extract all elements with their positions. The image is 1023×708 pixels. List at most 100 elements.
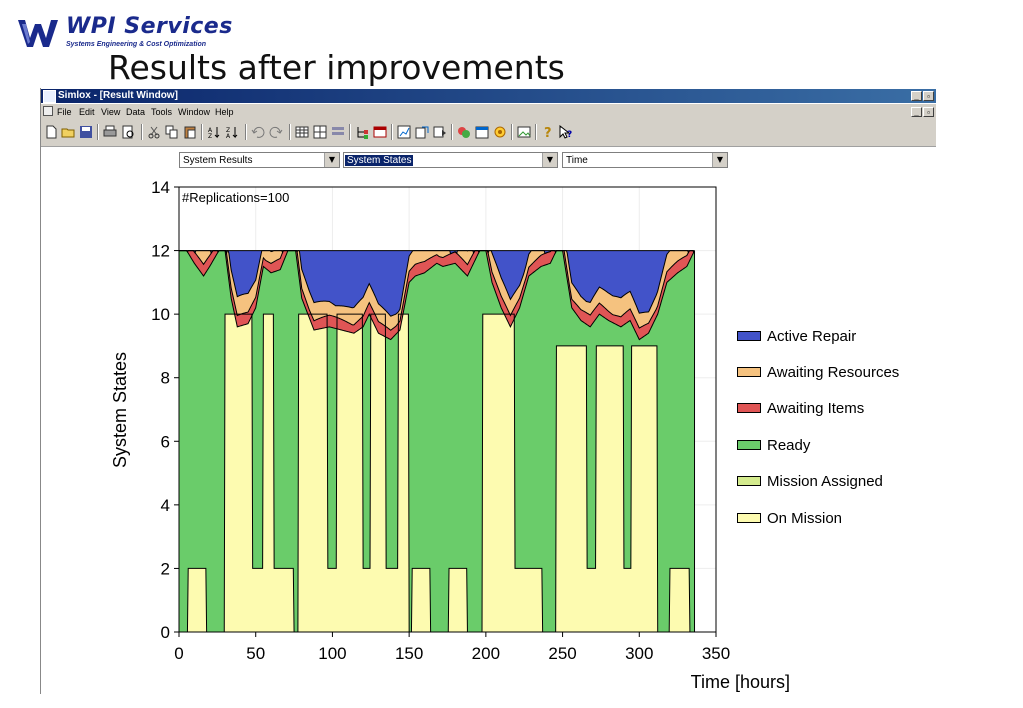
x-tick-label: 50 (246, 644, 265, 663)
grid-icon[interactable] (313, 125, 327, 139)
brand-tagline: Systems Engineering & Cost Optimization (66, 41, 207, 48)
x-tick-label: 350 (702, 644, 730, 663)
replications-annotation: #Replications=100 (182, 190, 289, 205)
axis-select-value: Time (566, 155, 588, 166)
x-tick-label: 300 (625, 644, 653, 663)
image-icon[interactable] (517, 125, 531, 139)
save-icon[interactable] (79, 125, 93, 139)
left-divider (40, 88, 41, 694)
menu-bar: File Edit View Data Tools Window Help _ … (41, 104, 936, 120)
x-tick-label: 200 (472, 644, 500, 663)
x-tick-label: 0 (174, 644, 183, 663)
document-icon[interactable] (43, 106, 53, 116)
minimize-button[interactable]: _ (911, 91, 922, 101)
menu-view[interactable]: View (101, 107, 121, 117)
export-icon[interactable] (415, 125, 429, 139)
child-restore-button[interactable]: ▫ (923, 107, 934, 117)
hierarchy-icon[interactable] (355, 125, 369, 139)
print-icon[interactable] (103, 125, 117, 139)
ready-boundary (179, 250, 695, 341)
y-tick-label: 6 (161, 432, 170, 451)
menu-data[interactable]: Data (126, 107, 146, 117)
y-tick-label: 14 (151, 178, 170, 197)
help-icon[interactable]: ? (541, 125, 555, 139)
copy-icon[interactable] (165, 125, 179, 139)
window-titlebar: Simlox - [Result Window] _ ▫ (41, 89, 936, 103)
legend-label: Ready (767, 437, 811, 454)
y-tick-label: 2 (161, 559, 170, 578)
x-tick-label: 250 (548, 644, 576, 663)
legend-swatch (737, 476, 761, 486)
print-preview-icon[interactable] (121, 125, 135, 139)
y-axis-label: System States (110, 352, 130, 468)
active-repair-area (179, 250, 695, 317)
list-icon[interactable] (331, 125, 345, 139)
chevron-down-icon[interactable]: ▼ (542, 153, 557, 167)
menu-window[interactable]: Window (178, 107, 211, 117)
svg-text:Z: Z (226, 127, 230, 134)
awaiting-resources-area (179, 250, 695, 331)
window-icon[interactable] (373, 125, 387, 139)
awaiting-items-boundary (179, 250, 695, 331)
table-icon[interactable] (295, 125, 309, 139)
chevron-down-icon[interactable]: ▼ (712, 153, 727, 167)
x-tick-label: 100 (318, 644, 346, 663)
calendar-icon[interactable] (475, 125, 489, 139)
new-icon[interactable] (44, 125, 58, 139)
menu-file[interactable]: File (57, 107, 72, 117)
axis-select[interactable]: Time ▼ (562, 152, 728, 168)
paste-icon[interactable] (183, 125, 197, 139)
menu-tools[interactable]: Tools (151, 107, 173, 117)
menu-help[interactable]: Help (215, 107, 234, 117)
plot-frame (178, 186, 717, 633)
legend-swatch (737, 513, 761, 523)
x-axis-label: Time [hours] (691, 672, 790, 692)
child-minimize-button[interactable]: _ (911, 107, 922, 117)
svg-text:A: A (208, 127, 213, 134)
context-help-icon[interactable]: ? (559, 125, 573, 139)
y-tick-label: 8 (161, 369, 170, 388)
on-mission-area (179, 314, 695, 632)
chart-icon[interactable] (397, 125, 411, 139)
svg-text:Z: Z (208, 133, 212, 139)
y-tick-label: 10 (151, 305, 170, 324)
simlox-app-icon (43, 90, 56, 103)
slide-title: Results after improvements (108, 48, 565, 87)
brand-name: WPI Services (66, 14, 233, 39)
redo-icon[interactable] (269, 125, 283, 139)
category-select[interactable]: System Results ▼ (179, 152, 340, 168)
chevron-down-icon[interactable]: ▼ (324, 153, 339, 167)
legend-swatch (737, 403, 761, 413)
svg-text:?: ? (567, 130, 572, 139)
undo-icon[interactable] (251, 125, 265, 139)
x-tick-label: 150 (395, 644, 423, 663)
measure-select[interactable]: System States ▼ (343, 152, 558, 168)
legend-label: Awaiting Resources (767, 364, 900, 381)
menu-edit[interactable]: Edit (79, 107, 95, 117)
svg-text:A: A (226, 133, 231, 139)
svg-text:?: ? (544, 126, 552, 139)
measure-select-value: System States (345, 155, 414, 166)
optimize-icon[interactable] (493, 125, 507, 139)
legend-label: Mission Assigned (767, 473, 883, 490)
y-tick-label: 0 (161, 623, 170, 642)
run-icon[interactable] (433, 125, 447, 139)
open-folder-icon[interactable] (61, 125, 75, 139)
legend-swatch (737, 331, 761, 341)
legend-swatch (737, 367, 761, 377)
simulation-icon[interactable] (457, 125, 471, 139)
wpi-logo (18, 20, 58, 47)
window-title: Simlox - [Result Window] (58, 90, 178, 101)
legend-label: Awaiting Items (767, 400, 865, 417)
y-tick-label: 4 (161, 496, 170, 515)
awaiting-items-area (179, 250, 695, 340)
legend-label: Active Repair (767, 328, 857, 345)
cut-icon[interactable] (147, 125, 161, 139)
legend-label: On Mission (767, 510, 843, 527)
category-select-value: System Results (183, 155, 253, 166)
restore-button[interactable]: ▫ (923, 91, 934, 101)
